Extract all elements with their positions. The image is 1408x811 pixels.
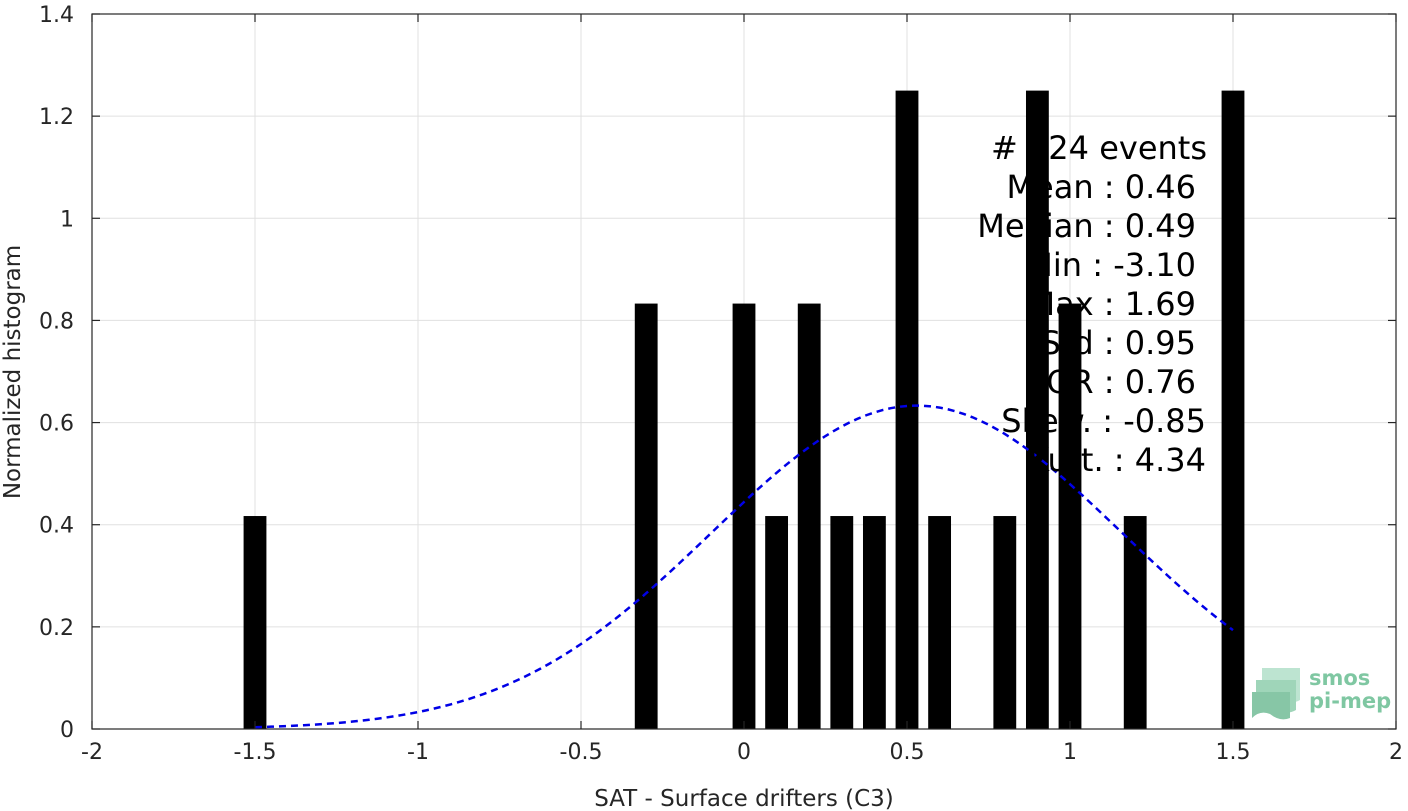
logo-text-smos: smos [1309, 666, 1370, 690]
histogram-bar [1025, 90, 1049, 730]
x-tick-label: 1.5 [1216, 740, 1251, 765]
stats-box: # 24 events Mean : 0.46 Median : 0.49 Mi… [977, 129, 1207, 479]
y-tick-label: 0.4 [39, 514, 74, 539]
histogram-bar [243, 516, 267, 729]
stats-min: Min : -3.10 [1025, 246, 1196, 284]
histogram-bar [1123, 516, 1147, 729]
bars [243, 90, 1245, 730]
y-tick-labels: 0 0.2 0.4 0.6 0.8 1 1.2 1.4 [39, 3, 74, 743]
y-tick-label: 1.4 [39, 3, 74, 28]
x-tick-label: -1.5 [234, 740, 277, 765]
histogram-bar [993, 516, 1017, 729]
stats-events: # 24 events [991, 129, 1207, 167]
x-tick-label: 2 [1389, 740, 1403, 765]
stats-skew: Skew. : -0.85 [1001, 402, 1206, 440]
histogram-bar [830, 516, 854, 729]
stats-max: Max : 1.69 [1027, 285, 1196, 323]
stats-median: Median : 0.49 [977, 207, 1196, 245]
histogram-bar [1058, 303, 1082, 729]
y-tick-label: 0 [60, 718, 74, 743]
histogram-bar [895, 90, 919, 730]
x-tick-label: 1 [1063, 740, 1077, 765]
histogram-bar [732, 303, 756, 729]
x-tick-label: -0.5 [560, 740, 603, 765]
histogram-bar [862, 516, 886, 729]
y-tick-label: 0.2 [39, 616, 74, 641]
x-tick-label: -1 [407, 740, 429, 765]
y-tick-label: 1.2 [39, 105, 74, 130]
y-axis-title: Normalized histogram [0, 245, 26, 499]
histogram-bar [797, 303, 821, 729]
y-tick-label: 1 [60, 207, 74, 232]
y-tick-label: 0.6 [39, 412, 74, 437]
wave-icon [1252, 668, 1300, 720]
y-tick-label: 0.8 [39, 309, 74, 334]
x-tick-label: 0 [737, 740, 751, 765]
stats-kurt: Kurt. : 4.34 [1028, 441, 1206, 479]
histogram-bar [634, 303, 658, 729]
normal-fit-curve [254, 404, 1234, 729]
logo-text-pi-mep: pi-mep [1309, 689, 1391, 713]
histogram-bar [765, 516, 789, 729]
x-tick-label: 0.5 [890, 740, 925, 765]
stats-iqr: IQR : 0.76 [1037, 363, 1196, 401]
stats-mean: Mean : 0.46 [1006, 168, 1196, 206]
histogram-bar [1221, 90, 1245, 730]
axis-ticks [91, 13, 1397, 730]
x-tick-label: -2 [81, 740, 103, 765]
histogram-bar [928, 516, 952, 729]
x-tick-labels: -2 -1.5 -1 -0.5 0 0.5 1 1.5 2 [81, 740, 1403, 765]
stats-std: Std : 0.95 [1040, 324, 1196, 362]
x-axis-title: SAT - Surface drifters (C3) [594, 786, 894, 811]
smos-pi-mep-logo: smos pi-mep [1252, 666, 1391, 720]
